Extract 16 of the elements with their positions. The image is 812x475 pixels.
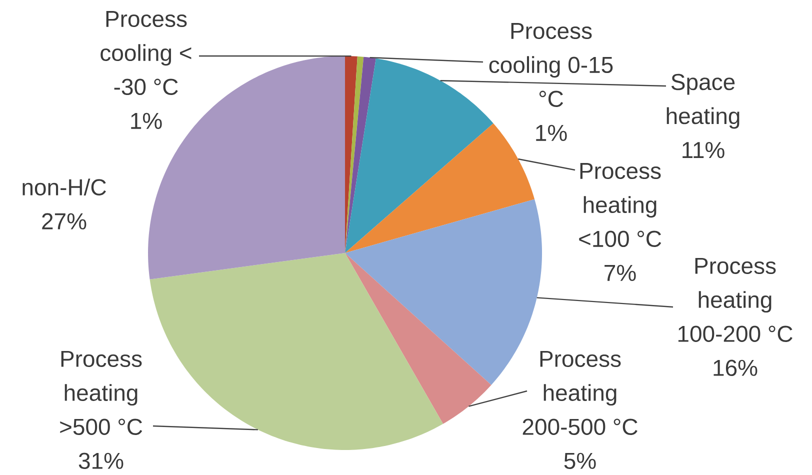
slice-label: Process cooling < -30 °C <box>100 11 192 96</box>
data-label: 27% <box>42 213 86 230</box>
slice-label: Process heating 100-200 °C <box>678 258 792 342</box>
slice-label: Process heating <100 °C <box>579 163 662 248</box>
slice-label: non-H/C <box>22 178 106 196</box>
data-label: 1% <box>536 124 567 141</box>
data-label: 7% <box>604 264 636 281</box>
slice-label: Space heating <box>666 74 740 129</box>
slice-label: Process cooling 0-15 °C <box>489 23 613 108</box>
slice-label: Process heating 200-500 °C <box>522 350 638 435</box>
data-label: 31% <box>78 452 124 469</box>
slice-label: Process heating >500 °C <box>60 350 142 435</box>
data-label: 1% <box>131 112 162 129</box>
data-label: 11% <box>682 142 724 158</box>
data-label: 5% <box>564 452 596 469</box>
data-label: 16% <box>714 360 758 376</box>
